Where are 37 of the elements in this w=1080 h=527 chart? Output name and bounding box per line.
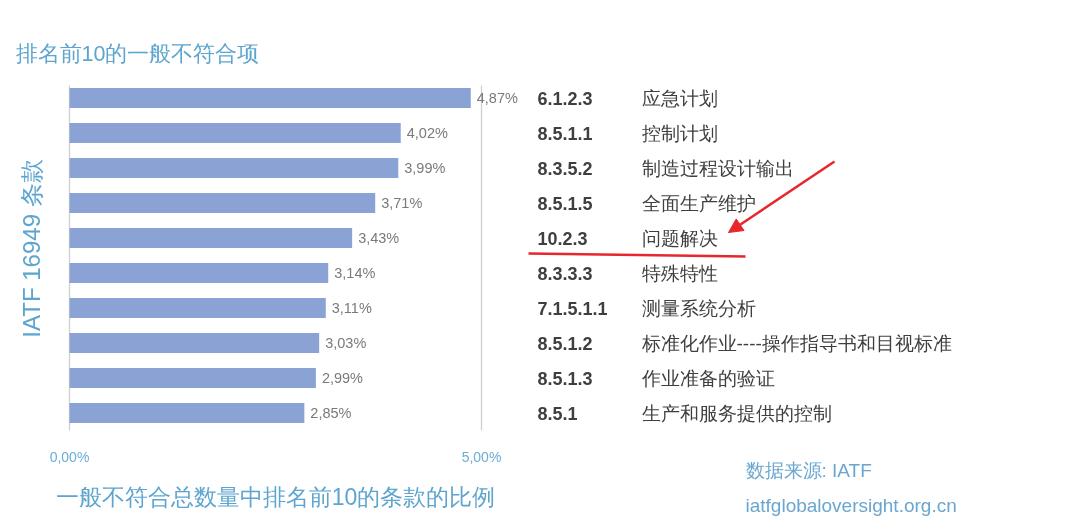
category-label: 8.5.1.1 控制计划 bbox=[537, 122, 718, 144]
data-label: 3,11% bbox=[331, 300, 372, 316]
bar bbox=[69, 123, 401, 143]
data-label: 3,43% bbox=[358, 230, 400, 246]
data-label: 3,71% bbox=[381, 195, 423, 211]
category-label: 8.3.5.2 制造过程设计输出 bbox=[537, 157, 794, 179]
chart-title: 排名前10的一般不符合项 bbox=[15, 41, 260, 66]
category-label: 8.3.3.3 特殊特性 bbox=[537, 262, 718, 284]
bar bbox=[69, 263, 329, 283]
category-label: 8.5.1.3 作业准备的验证 bbox=[537, 367, 775, 389]
bar bbox=[69, 368, 316, 388]
category-label: 6.1.2.3 应急计划 bbox=[537, 87, 718, 109]
data-label: 2,99% bbox=[321, 370, 364, 386]
category-label: 7.1.5.1.1 测量系统分析 bbox=[537, 297, 756, 319]
bar bbox=[69, 158, 399, 178]
x-axis-title: 一般不符合总数量中排名前10的条款的比例 bbox=[55, 483, 496, 510]
bar bbox=[69, 298, 326, 318]
category-label: 10.2.3 问题解决 bbox=[537, 227, 718, 249]
x-tick-label: 5,00% bbox=[461, 448, 502, 465]
bar bbox=[69, 228, 353, 248]
data-label: 3,03% bbox=[325, 335, 367, 351]
data-label: 3,14% bbox=[334, 265, 376, 281]
source-note: 数据来源: IATF bbox=[745, 460, 872, 481]
x-tick-label: 0,00% bbox=[49, 448, 90, 465]
category-label: 8.5.1 生产和服务提供的控制 bbox=[537, 402, 832, 424]
data-label: 4,02% bbox=[406, 125, 448, 141]
data-label: 4,87% bbox=[476, 90, 519, 106]
bar bbox=[69, 403, 305, 423]
category-label: 8.5.1.2 标准化作业----操作指导书和目视标准 bbox=[537, 332, 952, 354]
text: iatfglobaloversight.org.cn bbox=[745, 495, 957, 516]
category-label: 8.5.1.5 全面生产维护 bbox=[537, 192, 756, 214]
data-label: 3,99% bbox=[404, 160, 446, 176]
data-label: 2,85% bbox=[310, 405, 352, 421]
bar bbox=[69, 333, 320, 353]
bar bbox=[69, 193, 376, 213]
bar bbox=[69, 88, 471, 108]
y-axis-title: IATF 16949 条款 bbox=[18, 159, 45, 338]
